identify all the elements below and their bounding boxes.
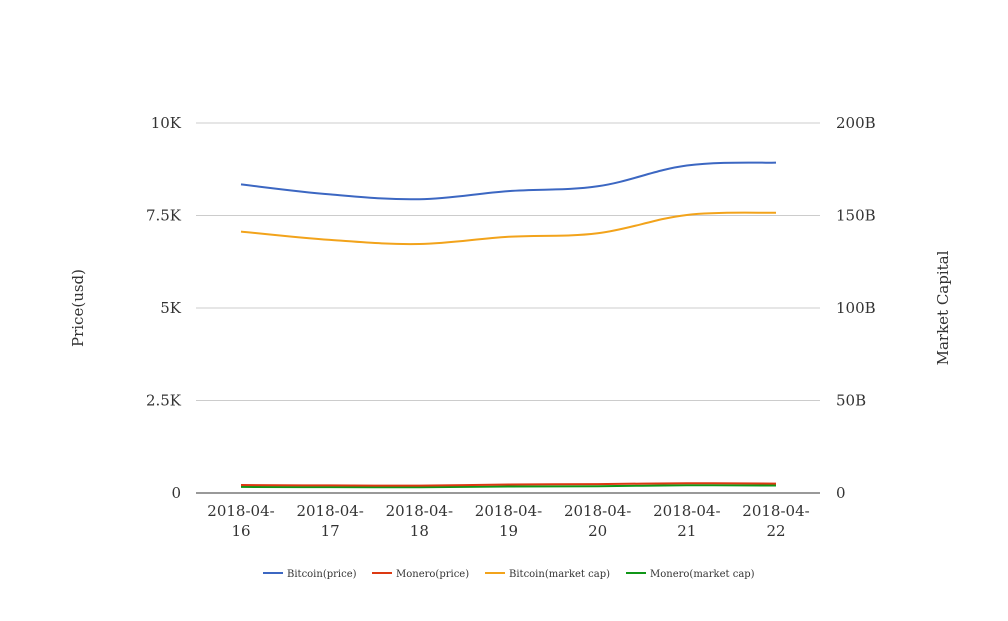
x-tick-label: 2018-04-21 (653, 502, 720, 540)
y-left-tick-label: 2.5K (146, 392, 182, 410)
legend-label: Bitcoin(market cap) (509, 569, 610, 580)
x-tick-label: 2018-04-16 (207, 502, 274, 540)
legend-label: Monero(price) (396, 569, 469, 580)
legend-label: Bitcoin(price) (287, 569, 357, 580)
gridlines (196, 122, 820, 401)
y-right-tick-label: 50B (836, 392, 866, 410)
y-left-tick-label: 5K (160, 299, 182, 317)
series-line-monero-market-cap (240, 484, 777, 489)
y-left-tick-label: 7.5K (146, 207, 182, 225)
y-axis-right-title: Market Capital (934, 250, 952, 365)
y-left-tick-label: 10K (151, 114, 182, 132)
x-tick-label: 2018-04-18 (386, 502, 453, 540)
y-right-tick-label: 150B (836, 207, 876, 225)
y-right-tick-label: 100B (836, 299, 876, 317)
axes: 0 2.5K 5K 7.5K 10K 0 50B 100B 150B 200B 2018-04-16… (146, 114, 876, 540)
x-tick-label: 2018-04-22 (742, 502, 809, 540)
x-tick-label: 2018-04-20 (564, 502, 631, 540)
y-right-tick-label: 0 (836, 484, 846, 502)
series-line-bitcoin-market-cap (240, 211, 777, 246)
y-axis-left-title: Price(usd) (69, 269, 87, 347)
legend-label: Monero(market cap) (650, 569, 755, 580)
legend: Bitcoin(price) Monero(price) Bitcoin(marke… (263, 569, 755, 580)
series-line-bitcoin-price (240, 161, 777, 201)
y-left-tick-label: 0 (171, 484, 181, 502)
series-lines (240, 161, 777, 489)
x-tick-label: 2018-04-17 (296, 502, 363, 540)
x-tick-label: 2018-04-19 (475, 502, 542, 540)
y-right-tick-label: 200B (836, 114, 876, 132)
series-line-monero-price (240, 482, 777, 487)
